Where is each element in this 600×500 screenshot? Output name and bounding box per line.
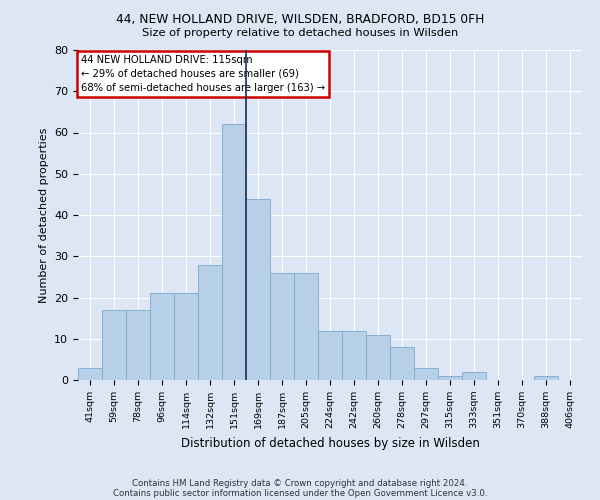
Bar [198,264,222,380]
Bar [390,347,414,380]
Bar [438,376,462,380]
Bar [102,310,126,380]
Bar [534,376,558,380]
Bar [270,273,294,380]
Bar [126,310,150,380]
Y-axis label: Number of detached properties: Number of detached properties [38,128,49,302]
Bar [366,334,390,380]
Bar [342,330,366,380]
Text: 44, NEW HOLLAND DRIVE, WILSDEN, BRADFORD, BD15 0FH: 44, NEW HOLLAND DRIVE, WILSDEN, BRADFORD… [116,12,484,26]
Bar [246,198,270,380]
Text: Contains HM Land Registry data © Crown copyright and database right 2024.: Contains HM Land Registry data © Crown c… [132,478,468,488]
Bar [318,330,342,380]
Bar [462,372,486,380]
X-axis label: Distribution of detached houses by size in Wilsden: Distribution of detached houses by size … [181,436,479,450]
Bar [150,294,174,380]
Text: Size of property relative to detached houses in Wilsden: Size of property relative to detached ho… [142,28,458,38]
Bar [294,273,318,380]
Bar [174,294,198,380]
Bar [78,368,102,380]
Bar [414,368,438,380]
Text: Contains public sector information licensed under the Open Government Licence v3: Contains public sector information licen… [113,488,487,498]
Bar [222,124,246,380]
Text: 44 NEW HOLLAND DRIVE: 115sqm
← 29% of detached houses are smaller (69)
68% of se: 44 NEW HOLLAND DRIVE: 115sqm ← 29% of de… [80,55,325,93]
